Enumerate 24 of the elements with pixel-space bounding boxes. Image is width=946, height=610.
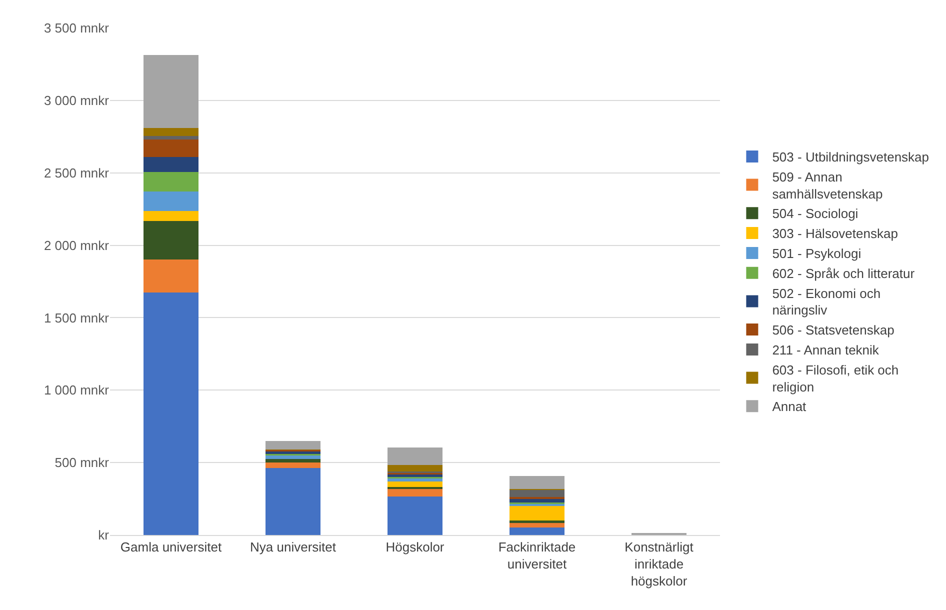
legend-label: 509 - Annan samhällsvetenskap xyxy=(772,169,883,202)
x-tick-label: Konstnärligt inriktade högskolor xyxy=(624,540,694,588)
y-tick-label: 500 mnkr xyxy=(54,455,110,470)
x-tick-label: Högskolor xyxy=(386,540,445,555)
legend-label: 303 - Hälsovetenskap xyxy=(772,226,898,242)
x-tick-label: Fackinriktade universitet xyxy=(498,540,576,572)
legend-label: 501 - Psykologi xyxy=(772,246,862,262)
y-tick-label: 1 500 mnkr xyxy=(44,310,110,326)
y-tick-label: 3 500 mnkr xyxy=(44,20,110,36)
legend-label: 506 - Statsvetenskap xyxy=(772,322,894,338)
x-tick-label: Nya universitet xyxy=(250,540,336,555)
legend-label: 504 - Sociologi xyxy=(772,206,858,222)
y-tick-label: 2 000 mnkr xyxy=(44,238,110,253)
y-tick-label: kr xyxy=(98,528,110,543)
legend-label: 211 - Annan teknik xyxy=(772,342,880,358)
x-tick-label: Gamla universitet xyxy=(120,540,222,555)
y-tick-label: 2 500 mnkr xyxy=(44,165,110,180)
legend-label: 503 - Utbildningsvetenskap xyxy=(772,150,930,165)
legend-label: Annat xyxy=(772,399,807,414)
y-tick-label: 3 000 mnkr xyxy=(44,92,110,108)
legend-label: 603 - Filosofi, etik och religion xyxy=(772,362,899,394)
y-tick-label: 1 000 mnkr xyxy=(44,382,110,398)
legend-label: 602 - Språk och litteratur xyxy=(772,266,916,281)
legend-label: 502 - Ekonomi och näringsliv xyxy=(772,286,881,318)
